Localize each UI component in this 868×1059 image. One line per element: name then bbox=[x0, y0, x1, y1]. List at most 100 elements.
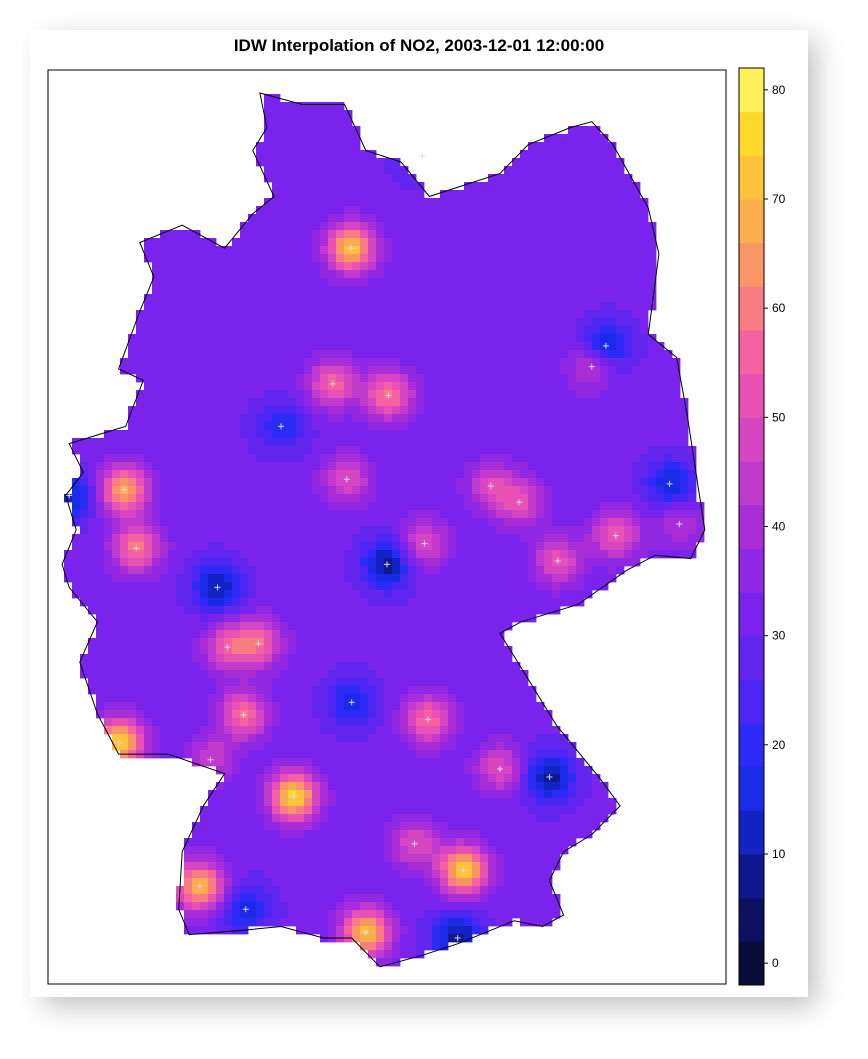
raster-cell bbox=[552, 750, 561, 759]
raster-cell bbox=[232, 702, 241, 711]
raster-cell bbox=[504, 358, 513, 367]
raster-cell bbox=[328, 166, 337, 175]
raster-cell bbox=[352, 678, 361, 687]
raster-cell bbox=[536, 142, 545, 151]
raster-cell bbox=[296, 678, 305, 687]
raster-cell bbox=[392, 238, 401, 247]
raster-cell bbox=[528, 182, 537, 191]
raster-cell bbox=[496, 534, 505, 543]
raster-cell bbox=[440, 462, 449, 471]
raster-cell bbox=[328, 390, 337, 399]
raster-cell bbox=[160, 598, 169, 607]
raster-cell bbox=[240, 326, 249, 335]
raster-cell bbox=[312, 358, 321, 367]
raster-cell bbox=[240, 334, 249, 343]
raster-cell bbox=[216, 430, 225, 439]
raster-cell bbox=[280, 702, 289, 711]
raster-cell bbox=[408, 326, 417, 335]
raster-cell bbox=[488, 398, 497, 407]
raster-cell bbox=[320, 270, 329, 279]
raster-cell bbox=[224, 734, 233, 743]
raster-cell bbox=[80, 518, 89, 527]
raster-cell bbox=[192, 422, 201, 431]
raster-cell bbox=[256, 534, 265, 543]
raster-cell bbox=[280, 662, 289, 671]
raster-cell bbox=[312, 398, 321, 407]
raster-cell bbox=[224, 622, 233, 631]
raster-cell bbox=[264, 526, 273, 535]
raster-cell bbox=[600, 174, 609, 183]
raster-cell bbox=[264, 126, 273, 135]
raster-cell bbox=[432, 358, 441, 367]
raster-cell bbox=[560, 382, 569, 391]
raster-cell bbox=[400, 230, 409, 239]
raster-cell bbox=[504, 374, 513, 383]
raster-cell bbox=[208, 710, 217, 719]
raster-cell bbox=[440, 558, 449, 567]
raster-cell bbox=[384, 278, 393, 287]
raster-cell bbox=[632, 534, 641, 543]
raster-cell bbox=[400, 254, 409, 263]
raster-cell bbox=[616, 302, 625, 311]
raster-cell bbox=[248, 390, 257, 399]
raster-cell bbox=[152, 606, 161, 615]
raster-cell bbox=[264, 662, 273, 671]
raster-cell bbox=[616, 478, 625, 487]
raster-cell bbox=[152, 598, 161, 607]
raster-cell bbox=[392, 390, 401, 399]
raster-cell bbox=[272, 262, 281, 271]
raster-cell bbox=[336, 238, 345, 247]
raster-cell bbox=[432, 566, 441, 575]
raster-cell bbox=[520, 478, 529, 487]
raster-cell bbox=[536, 286, 545, 295]
raster-cell bbox=[536, 574, 545, 583]
raster-cell bbox=[480, 606, 489, 615]
raster-cell bbox=[360, 534, 369, 543]
raster-cell bbox=[264, 550, 273, 559]
raster-cell bbox=[280, 142, 289, 151]
raster-cell bbox=[448, 766, 457, 775]
raster-cell bbox=[136, 510, 145, 519]
raster-cell bbox=[624, 302, 633, 311]
raster-cell bbox=[536, 382, 545, 391]
raster-cell bbox=[520, 462, 529, 471]
raster-cell bbox=[280, 558, 289, 567]
raster-cell bbox=[168, 246, 177, 255]
raster-cell bbox=[528, 166, 537, 175]
raster-cell bbox=[536, 566, 545, 575]
raster-cell bbox=[224, 510, 233, 519]
raster-cell bbox=[120, 678, 129, 687]
raster-cell bbox=[120, 494, 129, 503]
raster-cell bbox=[592, 406, 601, 415]
raster-cell bbox=[200, 662, 209, 671]
raster-cell bbox=[608, 150, 617, 159]
raster-cell bbox=[104, 454, 113, 463]
raster-cell bbox=[232, 630, 241, 639]
raster-cell bbox=[400, 390, 409, 399]
raster-cell bbox=[304, 462, 313, 471]
raster-cell bbox=[344, 430, 353, 439]
raster-cell bbox=[296, 502, 305, 511]
raster-cell bbox=[536, 518, 545, 527]
raster-cell bbox=[176, 582, 185, 591]
raster-cell bbox=[304, 614, 313, 623]
raster-cell bbox=[360, 510, 369, 519]
raster-cell bbox=[472, 342, 481, 351]
raster-cell bbox=[640, 374, 649, 383]
raster-cell bbox=[360, 566, 369, 575]
raster-cell bbox=[472, 230, 481, 239]
raster-cell bbox=[208, 358, 217, 367]
raster-cell bbox=[336, 734, 345, 743]
raster-cell bbox=[472, 454, 481, 463]
raster-cell bbox=[504, 278, 513, 287]
raster-cell bbox=[384, 542, 393, 551]
raster-cell bbox=[552, 486, 561, 495]
raster-cell bbox=[312, 446, 321, 455]
raster-cell bbox=[632, 190, 641, 199]
raster-cell bbox=[448, 678, 457, 687]
raster-cell bbox=[144, 518, 153, 527]
raster-cell bbox=[552, 390, 561, 399]
raster-cell bbox=[424, 254, 433, 263]
raster-cell bbox=[312, 566, 321, 575]
raster-cell bbox=[616, 246, 625, 255]
